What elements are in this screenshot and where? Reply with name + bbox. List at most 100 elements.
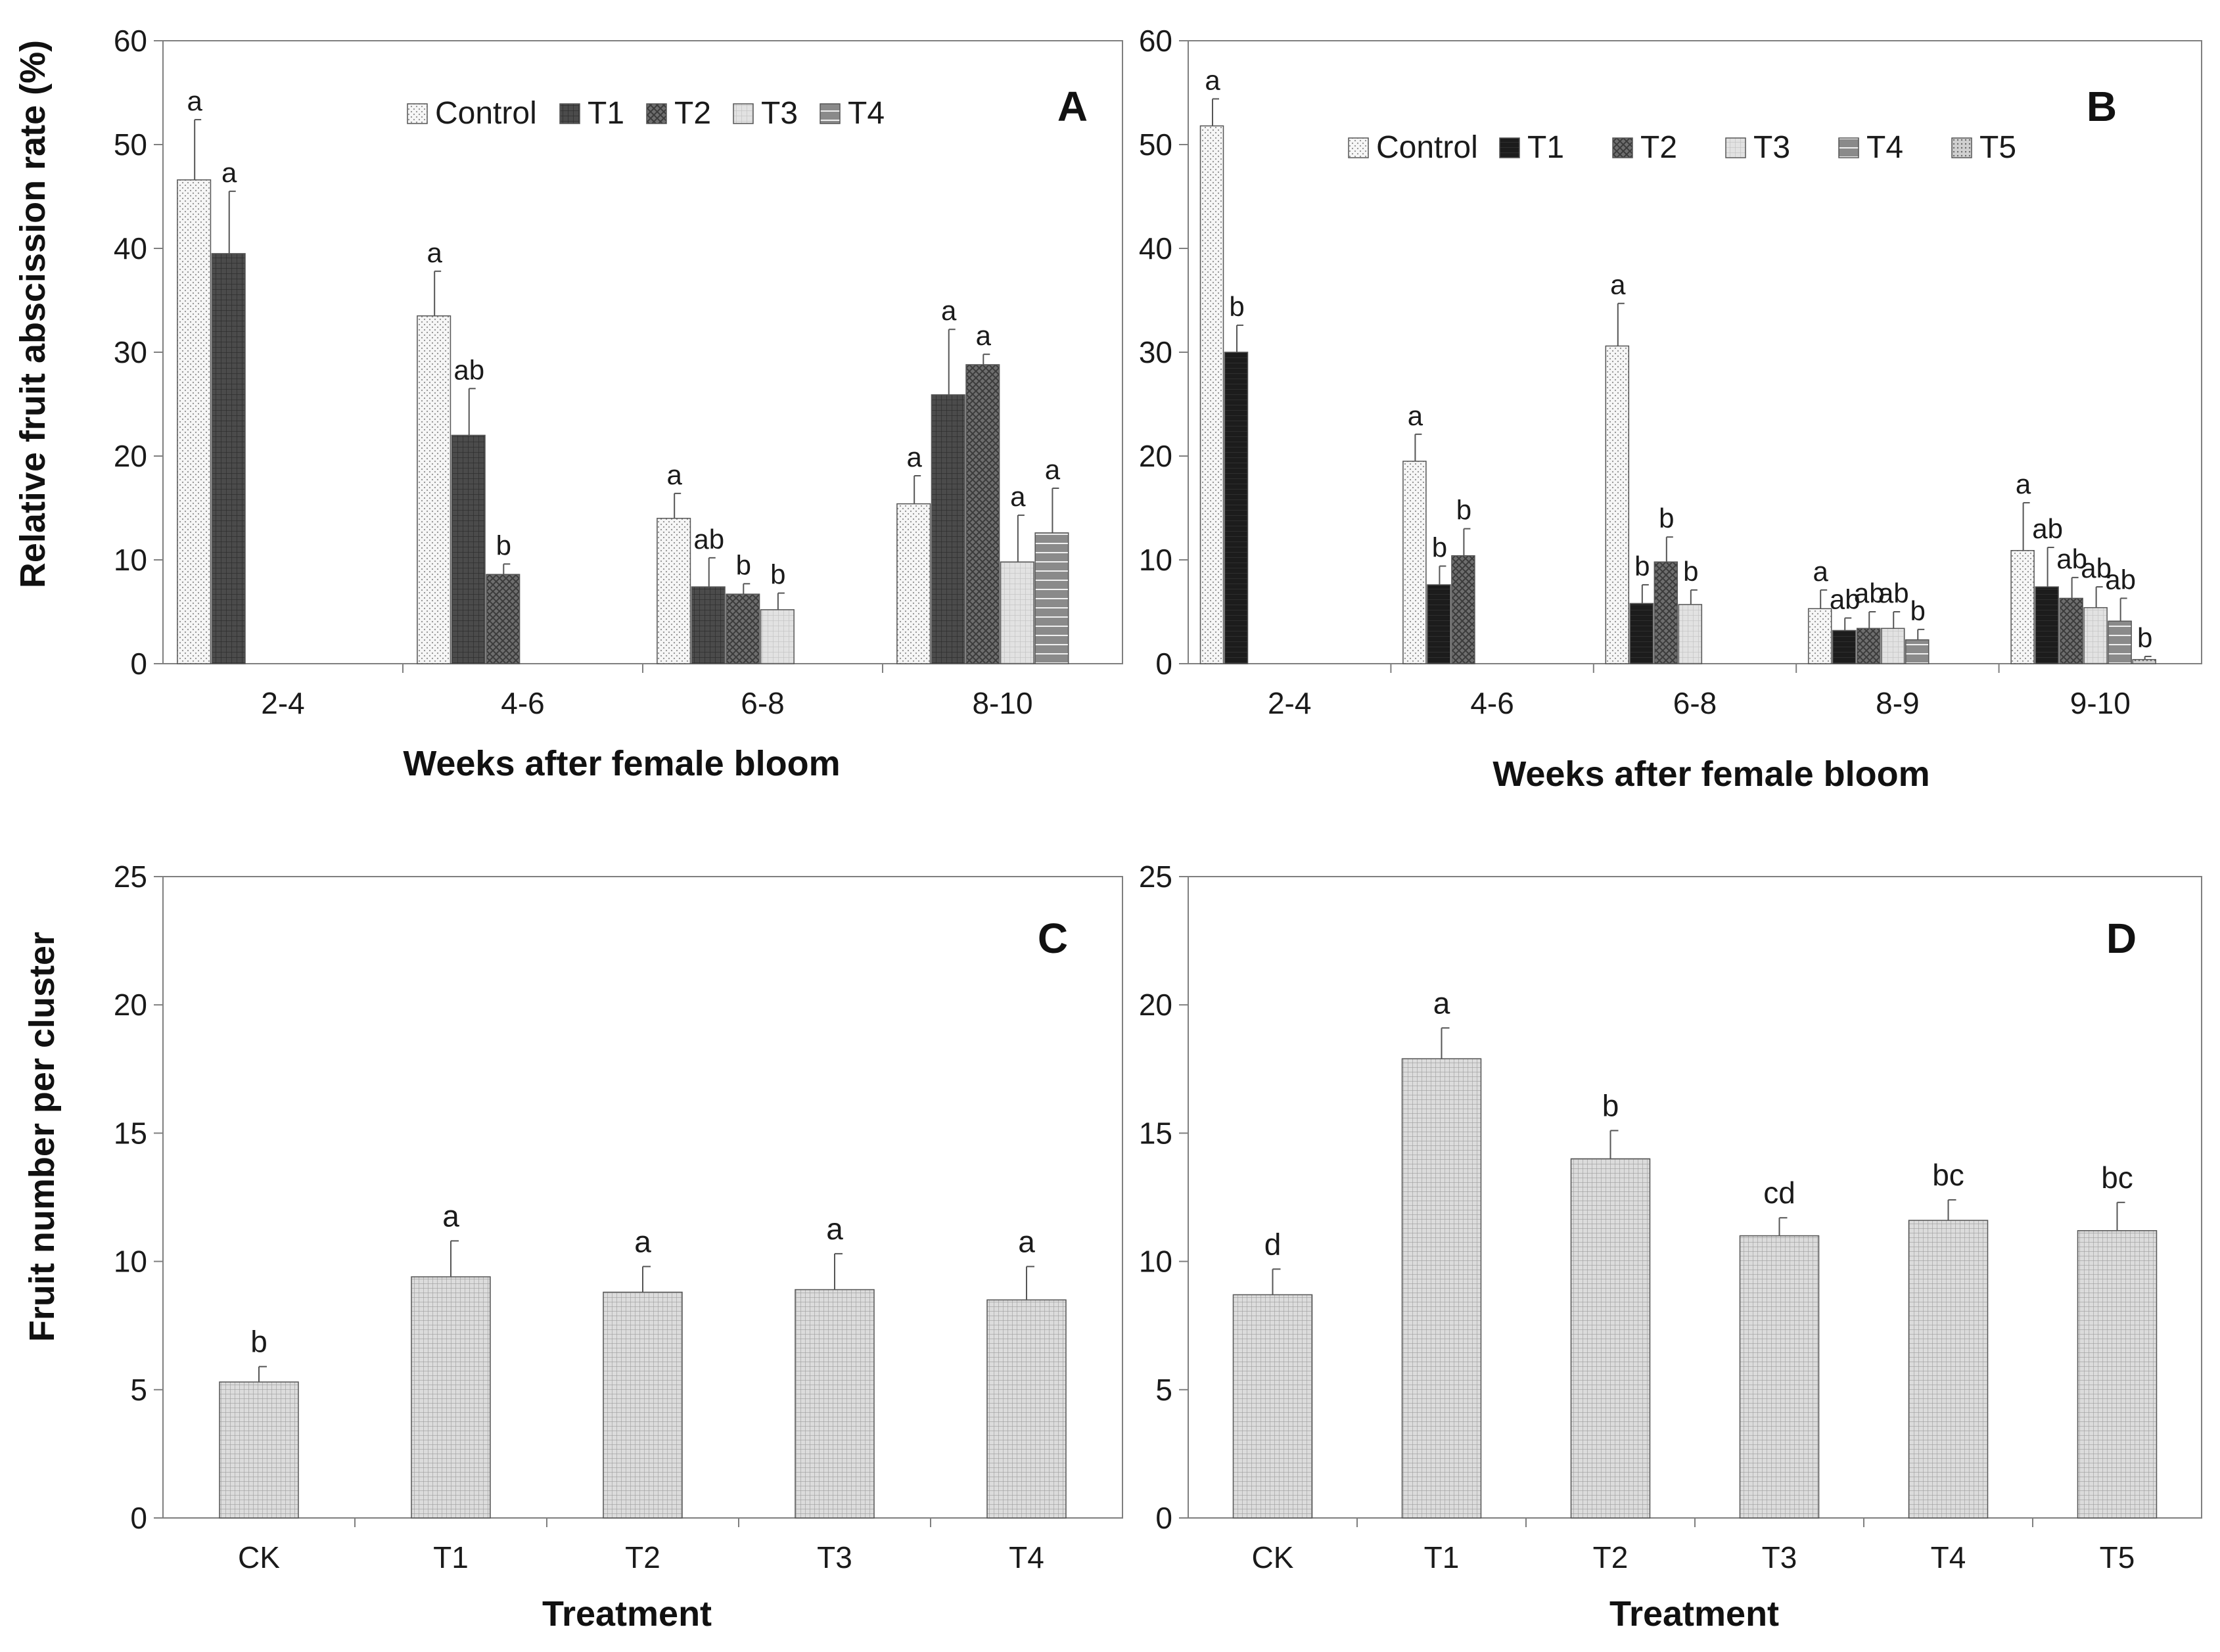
legend-swatch [1838, 137, 1859, 158]
significance-letter: b [1659, 503, 1674, 534]
x-tick-label: T1 [433, 1540, 469, 1574]
legend-swatch [1348, 137, 1369, 158]
significance-letter: a [1045, 454, 1061, 485]
bar [657, 518, 691, 664]
significance-letter: ab [2105, 564, 2136, 595]
significance-letter: b [1229, 291, 1244, 322]
significance-letter: a [221, 157, 237, 188]
bar [795, 1289, 875, 1519]
bar [1401, 1058, 1482, 1519]
x-tick-label: 4-6 [501, 686, 544, 720]
bar [219, 1381, 299, 1519]
x-tick-label: 9-10 [2070, 686, 2131, 720]
y-tick-label: 20 [1139, 439, 1172, 473]
legend-swatch [1499, 137, 1520, 158]
y-tick-label: 15 [114, 1116, 147, 1150]
x-tick-label: 8-9 [1876, 686, 1919, 720]
bar [1224, 352, 1249, 664]
bar [896, 503, 931, 664]
significance-letter: a [427, 237, 443, 268]
bar [1034, 532, 1069, 664]
y-tick-label: 25 [1139, 860, 1172, 894]
bar [1000, 561, 1034, 664]
bar [2083, 607, 2108, 664]
bar [1199, 125, 1224, 664]
significance-letter: a [2016, 469, 2031, 499]
panel-a-letter: A [1057, 83, 1088, 130]
bar [451, 434, 486, 664]
bar [2010, 550, 2035, 664]
significance-letter: a [1018, 1224, 1035, 1258]
bar [1232, 1294, 1313, 1519]
bar [1832, 630, 1857, 664]
bar [986, 1299, 1067, 1519]
significance-letter: b [1432, 532, 1447, 562]
bar [1807, 608, 1832, 664]
bar [726, 593, 760, 664]
significance-letter: a [1813, 556, 1829, 587]
panel-d: D Treatment 0 5 10 15 20 25 CK T1 T2 T3 T4 T5 d a b cd b… [1139, 860, 2202, 1634]
bar [603, 1291, 683, 1519]
bar [417, 315, 451, 664]
x-tick-label: T3 [1762, 1540, 1797, 1574]
significance-letter: ab [2032, 513, 2063, 544]
x-tick-label: T5 [2100, 1540, 2135, 1574]
significance-letter: a [1010, 481, 1026, 512]
x-tick-label: CK [1252, 1540, 1294, 1574]
significance-letter: ab [693, 524, 724, 555]
bar [1856, 628, 1881, 664]
y-tick-label: 0 [130, 647, 147, 681]
legend-label: T3 [761, 96, 798, 131]
y-tick-label: 0 [1155, 647, 1172, 681]
y-tick-label: 10 [114, 543, 147, 577]
significance-letter: a [442, 1199, 459, 1233]
bar [1739, 1235, 1820, 1519]
significance-letter: a [1433, 986, 1450, 1020]
significance-letter: d [1264, 1227, 1282, 1261]
significance-letter: b [250, 1325, 267, 1359]
y-tick-label: 0 [1155, 1501, 1172, 1535]
legend-label: T1 [1527, 130, 1564, 165]
bar [2059, 597, 2083, 664]
plot-frame [1188, 876, 2202, 1519]
significance-letter: cd [1763, 1176, 1795, 1210]
y-tick-label: 50 [114, 127, 147, 162]
bar [486, 574, 520, 664]
legend-swatch [559, 103, 580, 124]
significance-letter: b [1634, 551, 1650, 582]
significance-letter: a [1408, 400, 1423, 431]
bar [1570, 1158, 1651, 1519]
bar [177, 179, 212, 664]
x-tick-label: T2 [1593, 1540, 1629, 1574]
legend-swatch [1951, 137, 1972, 158]
significance-letter: a [187, 85, 203, 116]
bar [1402, 461, 1427, 664]
significance-letter: a [1610, 269, 1626, 300]
significance-letter: a [941, 295, 957, 326]
x-tick-label: 2-4 [1268, 686, 1311, 720]
significance-letter: ab [453, 354, 484, 385]
bar [1605, 345, 1630, 664]
significance-letter: bc [2101, 1160, 2133, 1195]
bar [1678, 604, 1703, 664]
panel-b-x-axis-title: Weeks after female bloom [1492, 754, 1930, 794]
bar [1905, 639, 1930, 664]
x-tick-label: 6-8 [1673, 686, 1717, 720]
significance-letter: b [496, 530, 511, 561]
panel-c: C Treatment 0 5 10 15 20 25 CK T1 T2 T3 T4 b a a a a [114, 860, 1123, 1634]
panel-c-letter: C [1038, 915, 1068, 962]
legend-label: T4 [1866, 130, 1903, 165]
y-tick-label: 60 [114, 24, 147, 58]
legend-label: T2 [1640, 130, 1677, 165]
panel-b: B Weeks after female bloom 0 10 20 30 40 50 60… [1139, 24, 2202, 794]
bar [760, 609, 795, 664]
y-tick-label: 5 [1155, 1373, 1172, 1407]
y-axis-title-bottom: Fruit number per cluster [22, 932, 62, 1342]
x-tick-label: 8-10 [972, 686, 1032, 720]
significance-letter: a [667, 459, 683, 490]
panel-b-letter: B [2087, 83, 2117, 130]
x-tick-label: 4-6 [1470, 686, 1514, 720]
y-tick-label: 40 [1139, 231, 1172, 265]
significance-letter: a [1205, 64, 1220, 95]
